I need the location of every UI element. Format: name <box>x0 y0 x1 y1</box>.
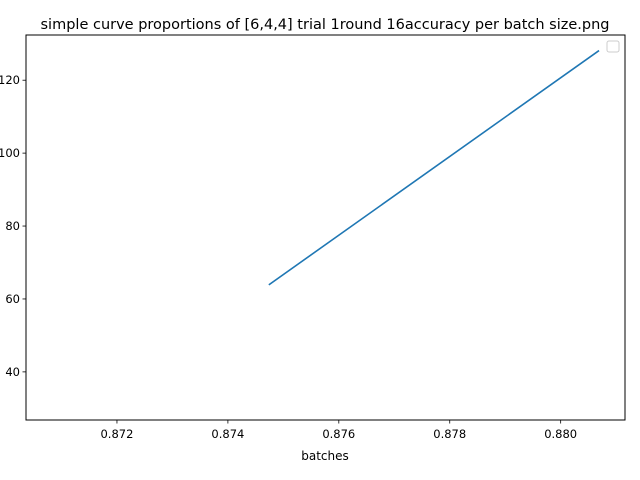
legend-box <box>607 41 619 52</box>
x-axis-label: batches <box>301 449 349 463</box>
plot-area <box>269 51 598 284</box>
y-tick-label: 60 <box>5 292 20 306</box>
x-tick-label: 0.880 <box>544 427 577 441</box>
series-line <box>269 51 598 284</box>
x-tick-label: 0.872 <box>100 427 133 441</box>
y-tick-label: 40 <box>5 365 20 379</box>
plot-frame <box>26 35 625 420</box>
x-tick-label: 0.876 <box>322 427 355 441</box>
x-tick-label: 0.878 <box>433 427 466 441</box>
y-axis: 40 60 80 100 120 <box>0 73 26 379</box>
chart-title: simple curve proportions of [6,4,4] tria… <box>41 17 610 33</box>
y-tick-label: 120 <box>0 73 20 87</box>
y-tick-label: 80 <box>5 219 20 233</box>
x-axis: 0.872 0.874 0.876 0.878 0.880 <box>100 420 577 441</box>
y-tick-label: 100 <box>0 146 20 160</box>
x-tick-label: 0.874 <box>211 427 244 441</box>
